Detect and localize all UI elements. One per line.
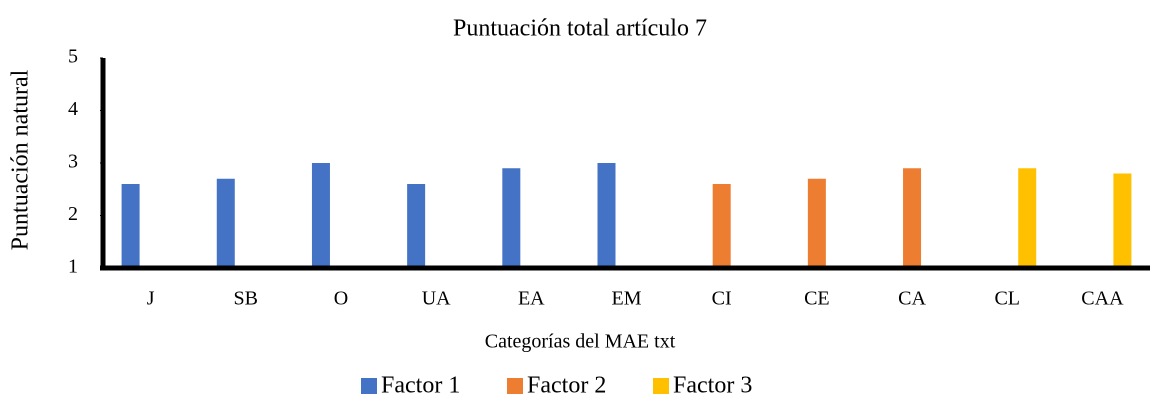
legend-swatch xyxy=(653,378,669,394)
y-tick-label: 1 xyxy=(68,256,78,278)
bar xyxy=(502,168,521,268)
legend-label: Factor 3 xyxy=(673,373,752,399)
bar xyxy=(216,178,235,268)
y-tick-label: 3 xyxy=(68,151,78,173)
x-tick-label: CE xyxy=(804,288,830,310)
bar xyxy=(903,168,922,268)
x-tick-label: EA xyxy=(518,288,545,310)
legend-label: Factor 2 xyxy=(527,373,606,399)
x-tick-label: EM xyxy=(612,288,642,310)
x-tick-label: O xyxy=(334,288,348,310)
y-tick-label: 5 xyxy=(68,46,78,68)
x-tick-label: UA xyxy=(422,288,451,310)
legend-swatch xyxy=(361,378,377,394)
bar xyxy=(121,184,140,268)
bar xyxy=(712,184,731,268)
x-tick-label: SB xyxy=(234,288,258,310)
bar xyxy=(407,184,426,268)
x-tick-label: CI xyxy=(712,288,732,310)
x-tick-label: J xyxy=(147,288,155,310)
bar xyxy=(1018,168,1037,268)
x-tick-label: CL xyxy=(994,288,1020,310)
bar xyxy=(807,178,826,268)
bar xyxy=(311,163,330,268)
bar xyxy=(597,163,616,268)
x-axis-label: Categorías del MAE txt xyxy=(485,331,676,353)
legend-swatch xyxy=(507,378,523,394)
y-tick-label: 4 xyxy=(68,98,78,120)
y-axis-label: Puntuación natural xyxy=(8,69,34,250)
chart-title: Puntuación total artículo 7 xyxy=(453,16,707,42)
bar xyxy=(1113,173,1132,268)
legend-label: Factor 1 xyxy=(381,373,460,399)
x-tick-label: CAA xyxy=(1081,288,1124,310)
x-tick-label: CA xyxy=(898,288,926,310)
y-tick-label: 2 xyxy=(68,203,78,225)
